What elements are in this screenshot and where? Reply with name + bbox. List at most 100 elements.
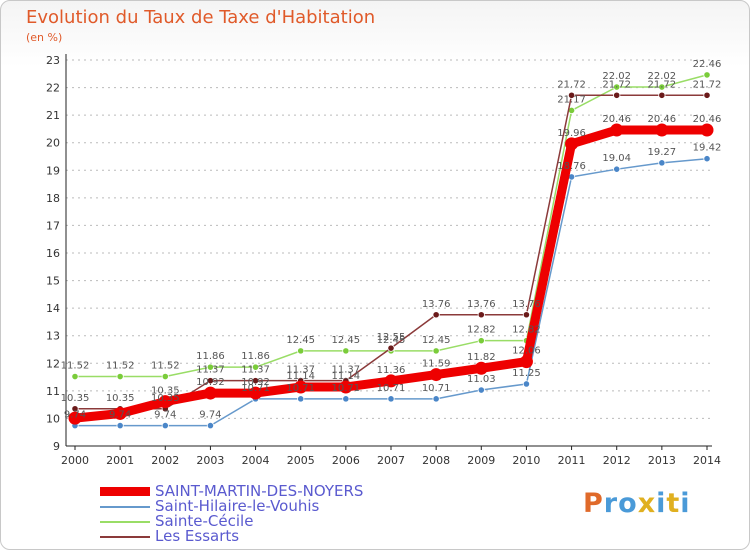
- data-label: 10.71: [422, 383, 451, 394]
- data-label: 12.45: [332, 335, 361, 346]
- x-tick-label: 2003: [196, 454, 224, 467]
- data-label: 22.02: [648, 71, 677, 82]
- data-label: 10.71: [286, 383, 315, 394]
- x-tick-label: 2010: [512, 454, 540, 467]
- data-point: [429, 368, 443, 382]
- data-label: 12.45: [377, 335, 406, 346]
- data-label: 21.72: [602, 79, 631, 90]
- y-tick-label: 10: [46, 412, 60, 425]
- x-tick-label: 2009: [467, 454, 495, 467]
- data-point: [161, 372, 169, 381]
- data-point: [297, 395, 305, 403]
- data-point: [206, 377, 215, 385]
- x-tick-label: 2004: [242, 454, 270, 467]
- proxiti-logo: Proxiti: [583, 488, 691, 519]
- data-label: 21.72: [648, 79, 677, 90]
- data-label: 20.46: [693, 114, 722, 125]
- data-label: 13.76: [467, 299, 496, 310]
- data-point: [203, 386, 217, 400]
- data-label: 11.59: [422, 359, 451, 370]
- data-label: 21.72: [557, 79, 586, 90]
- data-label: 22.02: [602, 71, 631, 82]
- data-label: 9.74: [154, 410, 176, 421]
- data-point: [249, 386, 263, 400]
- data-point: [655, 123, 669, 137]
- data-point: [251, 377, 260, 385]
- data-point: [342, 347, 350, 355]
- data-point: [158, 395, 172, 409]
- data-label: 22.46: [693, 59, 722, 70]
- data-label: 11.25: [512, 368, 541, 379]
- data-label: 10.92: [196, 377, 225, 388]
- data-label: 12.06: [512, 346, 541, 357]
- data-label: 12.82: [512, 325, 541, 336]
- data-label: 11.86: [196, 351, 225, 362]
- data-label: 21.72: [693, 79, 722, 90]
- data-point: [522, 380, 531, 388]
- data-point: [116, 372, 124, 381]
- data-label: 12.82: [467, 325, 496, 336]
- data-point: [700, 123, 714, 137]
- data-label: 10.35: [61, 393, 90, 404]
- data-point: [116, 421, 124, 430]
- data-label: 10.35: [106, 393, 135, 404]
- data-point: [703, 91, 711, 99]
- data-label: 11.37: [286, 365, 315, 376]
- data-label: 10.92: [241, 377, 270, 388]
- data-point: [297, 347, 305, 355]
- x-tick-label: 2001: [106, 454, 134, 467]
- data-point: [206, 363, 215, 371]
- legend-label: Sainte-Cécile: [155, 512, 254, 530]
- data-point: [339, 380, 353, 394]
- data-label: 19.96: [557, 128, 586, 139]
- chart-title: Evolution du Taux de Taxe d'Habitation: [26, 7, 376, 28]
- data-label: 13.76: [422, 299, 451, 310]
- x-tick-label: 2000: [61, 454, 89, 467]
- legend-swatch: [100, 521, 150, 523]
- x-tick-label: 2002: [151, 454, 179, 467]
- data-label: 13.76: [512, 299, 541, 310]
- y-tick-label: 14: [46, 302, 60, 315]
- data-point: [477, 386, 485, 394]
- data-point: [432, 347, 440, 355]
- data-label: 10.71: [377, 383, 406, 394]
- data-label: 11.14: [286, 371, 315, 382]
- y-unit-label: (en %): [26, 31, 63, 44]
- x-tick-label: 2013: [648, 454, 676, 467]
- data-point: [474, 361, 488, 375]
- x-tick-label: 2008: [422, 454, 450, 467]
- data-label: 11.03: [467, 374, 496, 385]
- data-point: [477, 337, 485, 345]
- data-point: [658, 91, 666, 99]
- data-label: 12.55: [377, 332, 406, 343]
- y-tick-label: 19: [46, 164, 60, 177]
- data-label: 18.76: [557, 161, 586, 172]
- x-tick-label: 2011: [558, 454, 586, 467]
- data-point: [432, 311, 440, 319]
- data-label: 21.17: [557, 94, 586, 105]
- data-point: [432, 395, 440, 403]
- y-tick-label: 13: [46, 330, 60, 343]
- data-label: 11.86: [241, 351, 270, 362]
- y-tick-label: 21: [46, 109, 60, 122]
- data-point: [610, 123, 624, 137]
- data-point: [387, 395, 395, 403]
- data-label: 9.74: [109, 410, 131, 421]
- y-tick-label: 9: [53, 440, 60, 453]
- data-point: [161, 421, 169, 430]
- data-point: [613, 83, 621, 91]
- data-point: [522, 311, 531, 319]
- data-label: 11.82: [467, 352, 496, 363]
- legend-swatch: [100, 487, 150, 496]
- data-label: 20.46: [648, 114, 677, 125]
- data-label: 10.71: [332, 383, 361, 394]
- legend-swatch: [100, 506, 150, 508]
- y-tick-label: 17: [46, 219, 60, 232]
- data-label: 10.35: [151, 393, 180, 404]
- data-point: [342, 395, 350, 403]
- data-label: 19.04: [602, 153, 631, 164]
- data-point: [387, 344, 395, 352]
- data-label: 20.46: [602, 114, 631, 125]
